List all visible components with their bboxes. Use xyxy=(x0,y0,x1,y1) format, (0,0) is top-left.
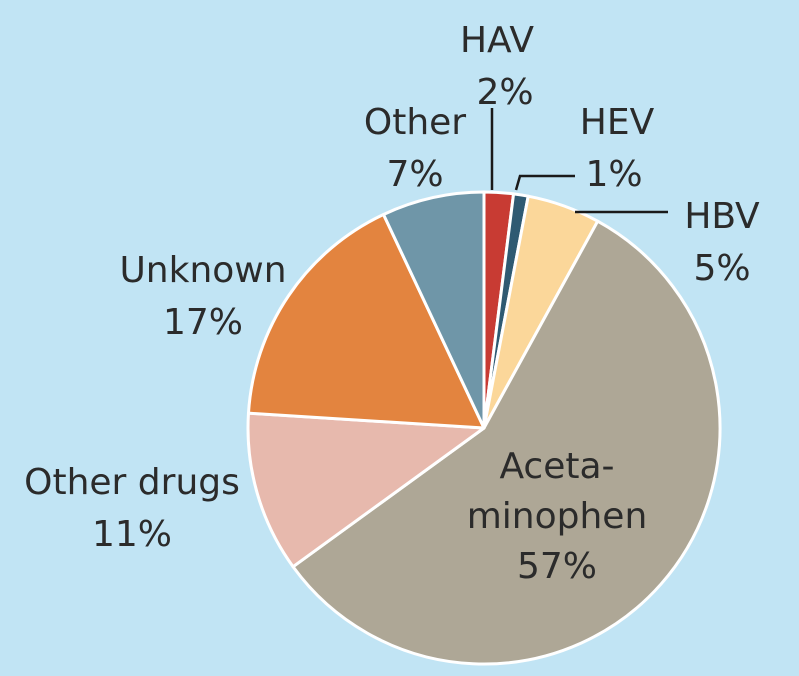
slice-label-other: Other xyxy=(364,102,466,143)
pie-slice-unknown xyxy=(246,212,486,430)
slice-label-hbv: HBV xyxy=(684,196,760,237)
slice-label-acetaminophen-line2: minophen xyxy=(467,496,648,537)
slice-value-other: 7% xyxy=(386,154,443,195)
slice-value-hev: 1% xyxy=(585,154,642,195)
pie-slice-aceta-minophen xyxy=(291,219,722,666)
slice-value-hbv: 5% xyxy=(693,248,750,289)
slice-label-hev: HEV xyxy=(580,102,655,143)
leader-lines xyxy=(490,108,668,214)
pie-slices xyxy=(246,190,722,666)
pie-slice-other xyxy=(382,190,486,430)
slice-value-other-drugs: 11% xyxy=(92,514,172,555)
slice-value-unknown: 17% xyxy=(163,302,243,343)
leader-line-hev xyxy=(514,174,575,191)
slice-label-acetaminophen-line1: Aceta- xyxy=(499,446,614,487)
slice-label-hav: HAV xyxy=(460,20,534,61)
slice-label-other-drugs: Other drugs xyxy=(24,462,240,503)
slice-value-hav: 2% xyxy=(476,72,533,113)
slice-labels: HAV 2% HEV 1% HBV 5% Aceta- minophen 57%… xyxy=(24,20,760,587)
slice-label-unknown: Unknown xyxy=(119,250,286,291)
pie-slice-other-drugs xyxy=(246,411,486,569)
slice-value-acetaminophen: 57% xyxy=(517,546,597,587)
